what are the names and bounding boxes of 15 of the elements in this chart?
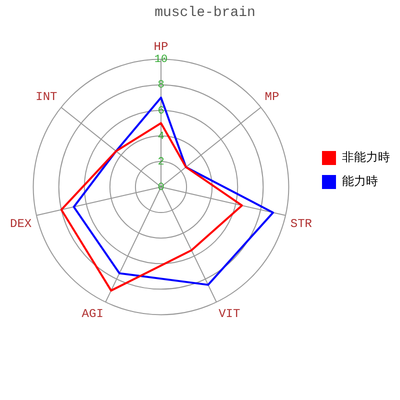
spoke-label: DEX [10, 216, 32, 231]
y-tick-label: 10 [154, 54, 168, 66]
spoke-label: INT [36, 90, 58, 104]
y-tick-label: 8 [158, 80, 164, 92]
y-tick-label: 4 [158, 130, 165, 143]
y-tick-label: 2 [158, 156, 164, 168]
spoke-label: HP [154, 40, 168, 54]
spoke-label: MP [264, 90, 280, 104]
spoke-label: STR [290, 216, 312, 231]
y-tick-label: 6 [158, 105, 164, 118]
legend-label: 非能力時 [342, 151, 390, 166]
spoke-label: AGI [82, 306, 104, 321]
legend-label: 能力時 [342, 175, 378, 190]
spoke-label: VIT [218, 306, 240, 321]
chart-title: muscle-brain [154, 5, 256, 22]
